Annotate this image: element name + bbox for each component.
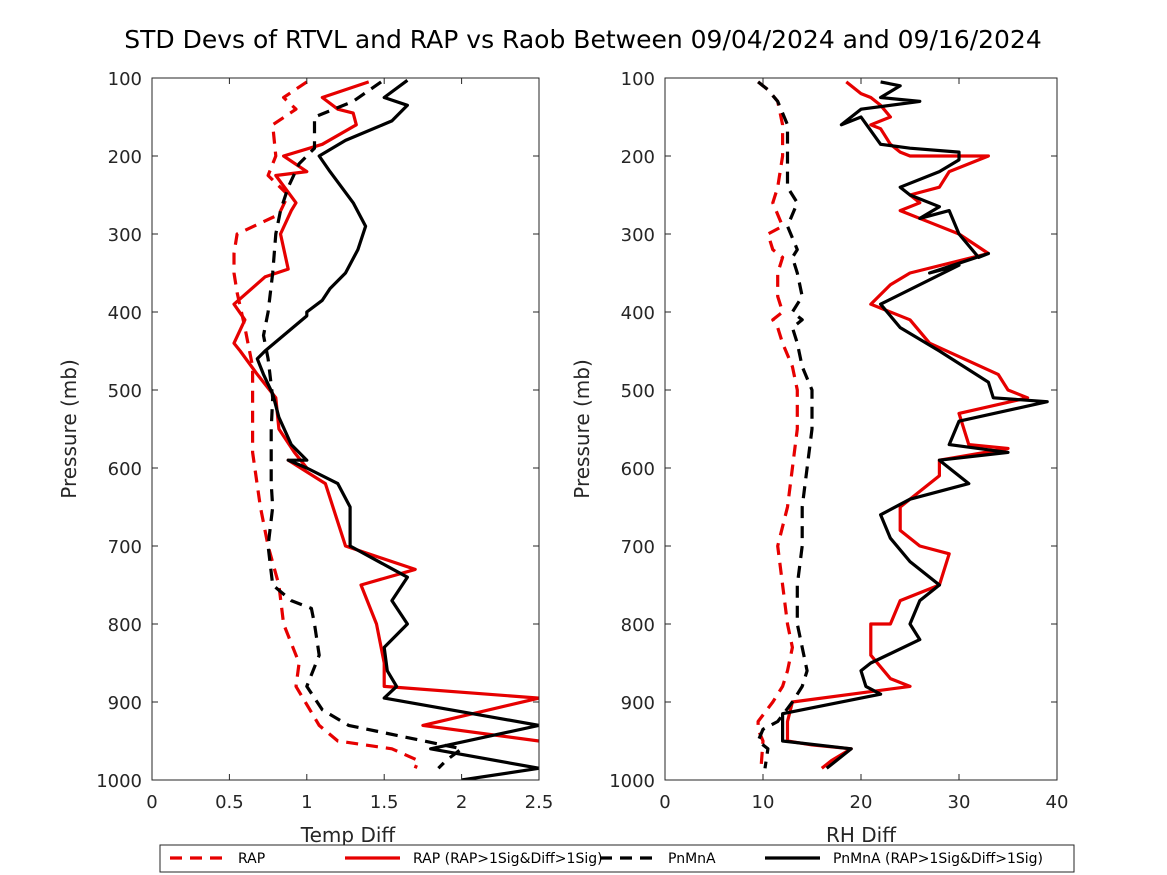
rh-xtick-label: 20 bbox=[850, 792, 873, 813]
temp-ytick-label: 600 bbox=[108, 459, 142, 480]
temp-series-rap-rap-1sig-diff-1sig bbox=[232, 80, 539, 743]
temp-ytick-label: 900 bbox=[108, 693, 142, 714]
rh-series-rap-rap-1sig-diff-1sig bbox=[785, 80, 1030, 770]
temp-ytick-label: 100 bbox=[108, 69, 142, 90]
legend-label-pnmna-rap-1sig-diff-1sig: PnMnA (RAP>1Sig&Diff>1Sig) bbox=[833, 851, 1043, 867]
rh-ytick-label: 500 bbox=[621, 381, 655, 402]
rh-xtick-label: 30 bbox=[948, 792, 971, 813]
temp-ytick-label: 800 bbox=[108, 615, 142, 636]
rh-xtick-label: 0 bbox=[659, 792, 670, 813]
temp-series-pnmna-rap-1sig-diff-1sig bbox=[255, 79, 539, 780]
rh-ytick-label: 300 bbox=[621, 225, 655, 246]
rh-ytick-label: 600 bbox=[621, 459, 655, 480]
temp-xtick-label: 1 bbox=[301, 792, 312, 813]
temp-ytick-label: 300 bbox=[108, 225, 142, 246]
temp-ticks: 0 0.5 1 1.5 2 2.5 100 200 300 400 500 600 700 800 900 1… bbox=[96, 69, 553, 813]
panel-rh: 0 10 20 30 40 100 200 300 400 500 600 700 800 900 1000… bbox=[570, 69, 1068, 847]
temp-ytick-label: 200 bbox=[108, 147, 142, 168]
rh-xtick-label: 10 bbox=[752, 792, 775, 813]
rh-ytick-label: 900 bbox=[621, 693, 655, 714]
temp-ytick-label: 700 bbox=[108, 537, 142, 558]
rh-ytick-label: 800 bbox=[621, 615, 655, 636]
temp-xtick-label: 0.5 bbox=[215, 792, 244, 813]
rh-ytick-label: 100 bbox=[621, 69, 655, 90]
rh-ytick-label: 400 bbox=[621, 303, 655, 324]
rh-xtick-label: 40 bbox=[1046, 792, 1069, 813]
rh-ylabel: Pressure (mb) bbox=[570, 359, 594, 499]
rh-series-pnmna-rap-1sig-diff-1sig bbox=[780, 80, 1049, 770]
rh-series-group bbox=[756, 80, 1049, 770]
chart-title: STD Devs of RTVL and RAP vs Raob Between… bbox=[124, 25, 1042, 54]
temp-ytick-label: 1000 bbox=[96, 771, 142, 792]
temp-xlabel: Temp Diff bbox=[300, 823, 397, 847]
rh-ticks: 0 10 20 30 40 100 200 300 400 500 600 700 800 900 1000 bbox=[609, 69, 1068, 813]
rh-series-pnmna bbox=[756, 80, 814, 769]
panel-temp: 0 0.5 1 1.5 2 2.5 100 200 300 400 500 600 700 800 900 1… bbox=[57, 69, 553, 847]
temp-series-pnmna bbox=[261, 80, 464, 770]
temp-xtick-label: 2.5 bbox=[525, 792, 554, 813]
temp-xtick-label: 1.5 bbox=[370, 792, 399, 813]
temp-axes-box bbox=[151, 77, 540, 781]
rh-ytick-label: 1000 bbox=[609, 771, 655, 792]
rh-series-rap bbox=[756, 80, 799, 769]
legend-label-pnmna: PnMnA bbox=[668, 851, 716, 867]
rh-xlabel: RH Diff bbox=[826, 823, 897, 847]
temp-series-rap bbox=[232, 80, 420, 769]
temp-xtick-label: 0 bbox=[146, 792, 157, 813]
legend-label-rap: RAP bbox=[238, 851, 265, 867]
temp-ylabel: Pressure (mb) bbox=[57, 359, 81, 499]
legend-label-rap-rap-1sig-diff-1sig: RAP (RAP>1Sig&Diff>1Sig) bbox=[413, 851, 603, 867]
temp-xtick-label: 2 bbox=[456, 792, 467, 813]
rh-ytick-label: 700 bbox=[621, 537, 655, 558]
legend: RAP RAP (RAP>1Sig&Diff>1Sig) PnMnA PnMnA (R… bbox=[159, 844, 1075, 873]
rh-ytick-label: 200 bbox=[621, 147, 655, 168]
temp-series-group bbox=[232, 79, 539, 780]
temp-ytick-label: 400 bbox=[108, 303, 142, 324]
temp-ytick-label: 500 bbox=[108, 381, 142, 402]
legend-box bbox=[159, 844, 1075, 873]
